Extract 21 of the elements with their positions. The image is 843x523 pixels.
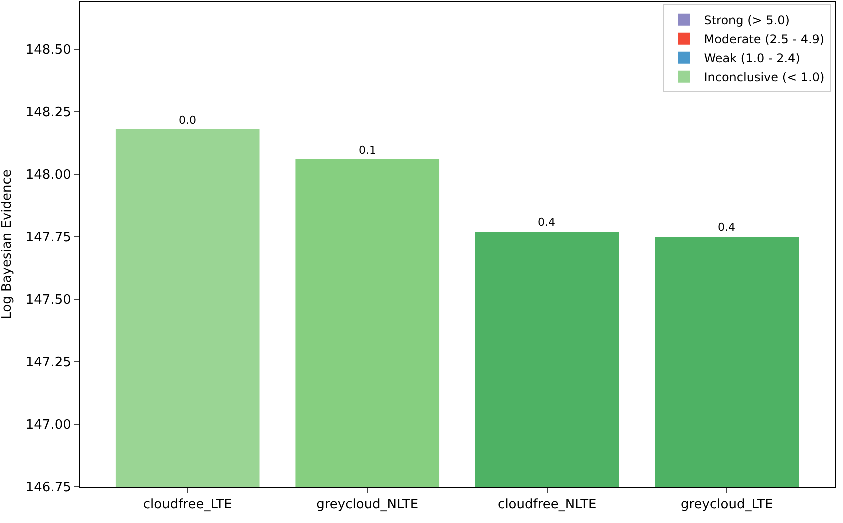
legend-label: Strong (> 5.0) — [704, 14, 790, 28]
annotation: 0.0 — [179, 114, 196, 127]
y-axis-title: Log Bayesian Evidence — [0, 170, 15, 320]
y-tick-label: 148.25 — [26, 106, 72, 121]
y-tick-label: 147.50 — [26, 293, 72, 308]
annotation: 0.4 — [718, 221, 736, 234]
y-tick-label: 146.75 — [26, 480, 72, 496]
x-tick-label: greycloud_LTE — [680, 498, 774, 513]
x-tick-label: cloudfree_NLTE — [498, 498, 597, 513]
annotation: 0.4 — [538, 216, 556, 229]
legend-label: Moderate (2.5 - 4.9) — [704, 32, 825, 47]
y-tick-label: 148.00 — [26, 168, 72, 184]
x-tick-label: greycloud_NLTE — [316, 498, 419, 513]
x-tick-label: cloudfree_LTE — [143, 498, 232, 513]
legend-label: Weak (1.0 - 2.4) — [704, 52, 800, 66]
y-tick-label: 147.25 — [26, 356, 72, 371]
annotation: 0.1 — [359, 144, 376, 157]
legend-label: Inconclusive (< 1.0) — [704, 70, 825, 85]
y-tick-label: 147.00 — [26, 418, 72, 434]
y-tick-label: 148.50 — [26, 43, 72, 58]
y-tick-label: 147.75 — [26, 230, 72, 246]
